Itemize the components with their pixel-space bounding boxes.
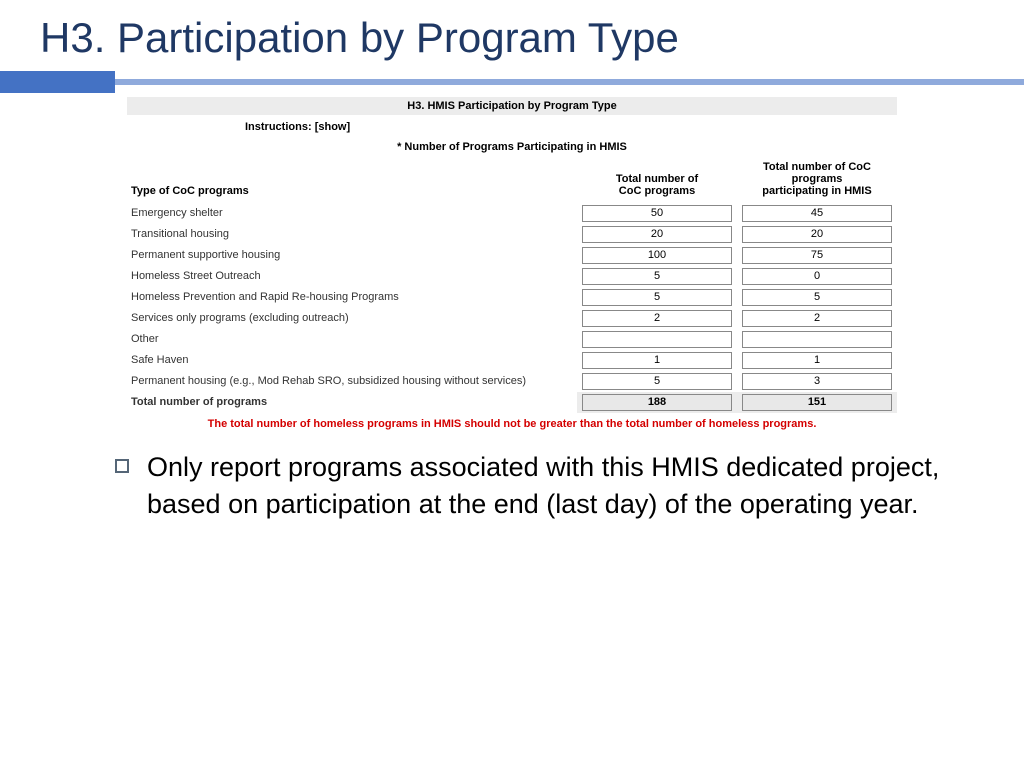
total-hmis-value: 151 xyxy=(742,394,892,411)
table-row: Emergency shelter xyxy=(127,203,897,224)
hmis-input[interactable] xyxy=(742,289,892,306)
table-row: Transitional housing xyxy=(127,224,897,245)
row-label: Permanent housing (e.g., Mod Rehab SRO, … xyxy=(127,371,577,392)
total-input[interactable] xyxy=(582,247,732,264)
table-row: Safe Haven xyxy=(127,350,897,371)
hmis-input[interactable] xyxy=(742,310,892,327)
table-row: Other xyxy=(127,329,897,350)
form-header: H3. HMIS Participation by Program Type xyxy=(127,97,897,115)
col-header-hmis: Total number of CoC programsparticipatin… xyxy=(737,159,897,203)
bullet-item: Only report programs associated with thi… xyxy=(115,449,964,522)
table-row: Permanent housing (e.g., Mod Rehab SRO, … xyxy=(127,371,897,392)
title-divider xyxy=(0,71,1024,93)
bullet-marker-icon xyxy=(115,459,129,473)
table-row: Permanent supportive housing xyxy=(127,245,897,266)
row-label: Safe Haven xyxy=(127,350,577,371)
hmis-input[interactable] xyxy=(742,373,892,390)
hmis-input[interactable] xyxy=(742,247,892,264)
table-row: Homeless Prevention and Rapid Re-housing… xyxy=(127,287,897,308)
bullet-text: Only report programs associated with thi… xyxy=(147,449,964,522)
total-input[interactable] xyxy=(582,226,732,243)
table-row: Services only programs (excluding outrea… xyxy=(127,308,897,329)
hmis-input[interactable] xyxy=(742,352,892,369)
hmis-input[interactable] xyxy=(742,226,892,243)
col-header-total: Total number ofCoC programs xyxy=(577,159,737,203)
slide-title: H3. Participation by Program Type xyxy=(0,0,1024,65)
row-label: Homeless Prevention and Rapid Re-housing… xyxy=(127,287,577,308)
row-label: Services only programs (excluding outrea… xyxy=(127,308,577,329)
row-label: Other xyxy=(127,329,577,350)
hmis-input[interactable] xyxy=(742,205,892,222)
form-screenshot: H3. HMIS Participation by Program Type I… xyxy=(127,97,897,432)
program-table: Type of CoC programs Total number ofCoC … xyxy=(127,159,897,413)
total-label: Total number of programs xyxy=(127,392,577,413)
total-input[interactable] xyxy=(582,352,732,369)
hmis-input[interactable] xyxy=(742,268,892,285)
total-input[interactable] xyxy=(582,331,732,348)
total-input[interactable] xyxy=(582,373,732,390)
instructions-label: Instructions: xyxy=(245,121,312,133)
row-label: Transitional housing xyxy=(127,224,577,245)
hmis-input[interactable] xyxy=(742,331,892,348)
instructions-show-link[interactable]: [show] xyxy=(315,121,350,133)
divider-line xyxy=(115,79,1024,85)
bullet-list: Only report programs associated with thi… xyxy=(115,449,964,522)
row-label: Homeless Street Outreach xyxy=(127,266,577,287)
form-subhead: * Number of Programs Participating in HM… xyxy=(127,137,897,159)
row-label: Emergency shelter xyxy=(127,203,577,224)
total-input[interactable] xyxy=(582,205,732,222)
total-programs-value: 188 xyxy=(582,394,732,411)
row-label: Permanent supportive housing xyxy=(127,245,577,266)
instructions-row: Instructions: [show] xyxy=(245,115,897,137)
total-input[interactable] xyxy=(582,289,732,306)
total-input[interactable] xyxy=(582,310,732,327)
divider-block xyxy=(0,71,115,93)
col-header-type: Type of CoC programs xyxy=(127,159,577,203)
table-row: Homeless Street Outreach xyxy=(127,266,897,287)
total-input[interactable] xyxy=(582,268,732,285)
total-row: Total number of programs 188 151 xyxy=(127,392,897,413)
warning-text: The total number of homeless programs in… xyxy=(127,413,897,432)
